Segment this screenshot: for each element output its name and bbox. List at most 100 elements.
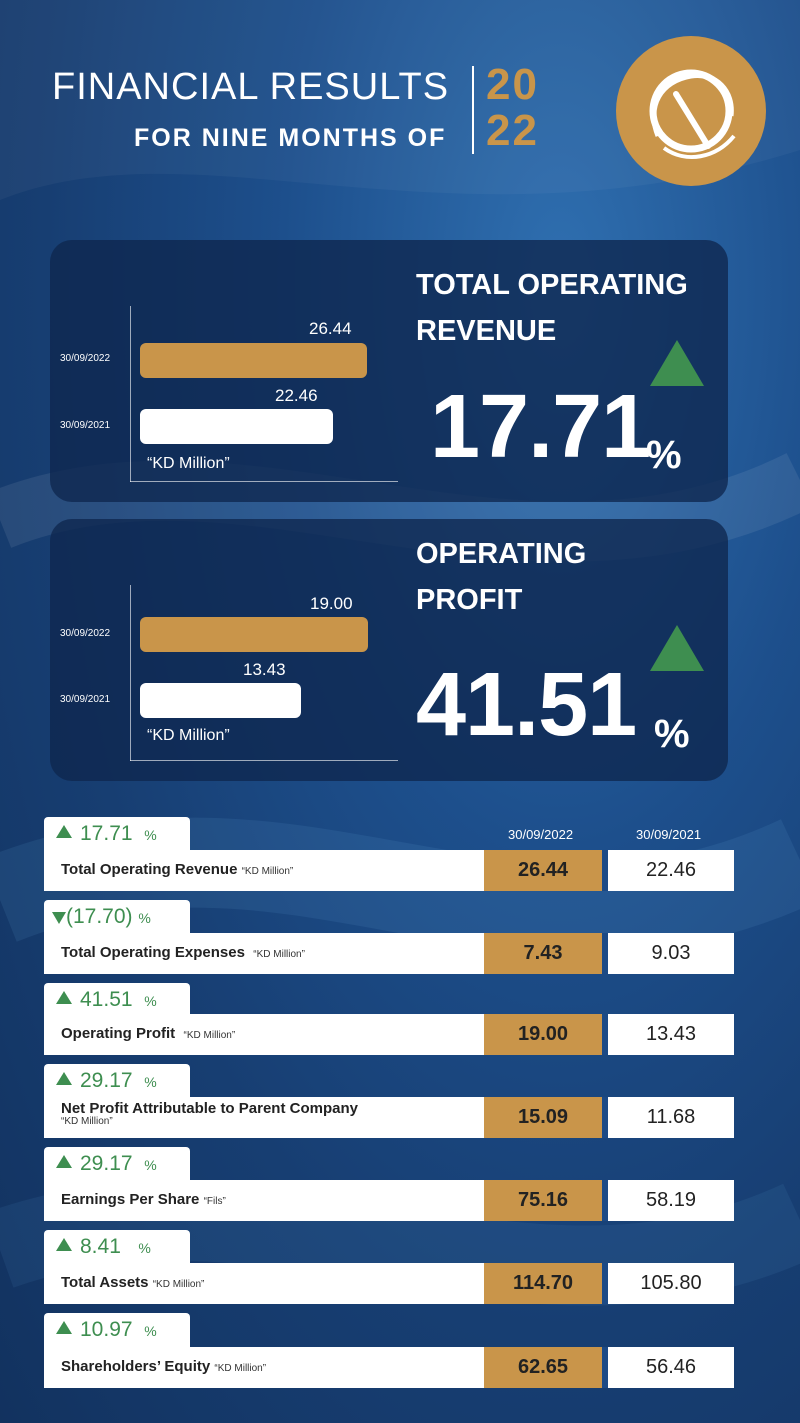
chart-y-axis [130,585,131,761]
increase-arrow-icon [650,340,704,386]
row-label: Operating Profit “KD Million” [61,1025,235,1042]
year: 20 22 [486,62,539,154]
revenue-bar-chart: 30/09/2022 26.44 30/09/2021 22.46 “KD Mi… [50,240,410,502]
row-label: Earnings Per Share “Fils” [61,1191,226,1208]
row-value-current: 15.09 [484,1097,602,1138]
chart-x-axis [130,481,398,482]
row-change: 17.71 % [56,822,157,846]
row-value-current: 26.44 [484,850,602,891]
row-change-value: 10.97 [80,1318,133,1341]
row-value-previous: 13.43 [645,1023,697,1045]
row-unit: “KD Million” [253,949,305,960]
chart-unit-label: “KD Million” [147,455,230,472]
revenue-change-value: 17.71 [430,377,651,477]
page-title: FINANCIAL RESULTS [52,66,450,108]
header-divider [472,66,474,154]
row-value-previous: 58.19 [645,1189,697,1211]
chart-x-axis [130,760,398,761]
row-label: Total Operating Expenses “KD Million” [61,944,305,961]
row-change-unit: % [144,1074,157,1090]
bar-current [140,617,368,652]
row-change: 10.97 % [56,1318,157,1342]
row-change-tab: 29.17 % [44,1064,190,1099]
increase-arrow-icon [56,1072,72,1085]
row-change-unit: % [138,1240,151,1256]
increase-arrow-icon [56,991,72,1004]
bar-date-previous: 30/09/2021 [60,694,111,705]
row-change: 29.17 % [56,1069,157,1093]
row-label-text: Total Operating Expenses [61,944,245,961]
revenue-title-line1: TOTAL OPERATING [416,269,688,301]
bar-value-previous: 22.46 [275,386,318,405]
profit-title-line2: PROFIT [416,584,523,616]
table-row: Total Operating Revenue “KD Million” 26.… [44,850,734,891]
table-row: Shareholders’ Equity “KD Million” 62.65 … [44,1347,734,1388]
decrease-arrow-icon [52,912,66,924]
increase-arrow-icon [56,1321,72,1334]
row-change-unit: % [138,910,151,926]
logo-emblem-icon [649,69,736,160]
row-change-tab: 41.51 % [44,983,190,1018]
increase-arrow-icon [650,625,704,671]
bar-value-current: 19.00 [310,594,353,613]
profit-change-unit: % [654,712,690,756]
row-label: Total Assets “KD Million” [61,1274,204,1291]
revenue-title-line2: REVENUE [416,315,557,347]
bar-previous [140,409,333,444]
row-unit: “Fils” [203,1196,226,1207]
row-change-tab: 10.97 % [44,1313,190,1348]
row-change: (17.70) % [52,905,151,929]
row-value-previous: 22.46 [645,859,697,881]
row-change-value: 17.71 [80,822,133,845]
profit-title-line1: OPERATING [416,538,587,570]
row-label-text: Net Profit Attributable to Parent Compan… [61,1100,358,1117]
chart-unit-label: “KD Million” [147,727,230,744]
row-unit: “KD Million” [152,1279,205,1290]
cell-divider [602,1097,608,1138]
revenue-change-unit: % [646,433,682,477]
row-label-text: Shareholders’ Equity [61,1358,211,1375]
row-change-unit: % [144,827,157,843]
row-change: 8.41 % [56,1235,151,1259]
row-value-previous: 56.46 [645,1356,697,1378]
column-header-previous: 30/09/2021 [636,827,702,842]
bar-current [140,343,367,378]
row-unit: “KD Million” [183,1030,236,1041]
page-subtitle: FOR NINE MONTHS OF [134,124,447,152]
year-bottom: 22 [486,106,539,155]
row-change-unit: % [144,1323,157,1339]
row-label-text: Total Assets [61,1274,149,1291]
cell-divider [602,1263,608,1304]
table-row: Operating Profit “KD Million” 19.00 13.4… [44,1014,734,1055]
row-change-value: 41.51 [80,988,133,1011]
row-label-text: Earnings Per Share [61,1191,200,1208]
row-change-tab: 29.17 % [44,1147,190,1182]
bar-previous [140,683,301,718]
row-value-current: 114.70 [484,1263,602,1304]
company-logo [616,36,766,186]
row-change: 41.51 % [56,988,157,1012]
row-value-current: 19.00 [484,1014,602,1055]
bar-date-previous: 30/09/2021 [60,420,111,431]
row-change-value: 29.17 [80,1069,133,1092]
increase-arrow-icon [56,1155,72,1168]
profit-bar-chart: 30/09/2022 19.00 30/09/2021 13.43 “KD Mi… [50,519,410,781]
row-change-value: 29.17 [80,1152,133,1175]
row-unit: “KD Million” [61,1116,113,1127]
row-label-text: Operating Profit [61,1025,176,1042]
row-unit: “KD Million” [214,1363,267,1374]
table-row: Total Operating Expenses “KD Million” 7.… [44,933,734,974]
row-label: Total Operating Revenue “KD Million” [61,861,293,878]
row-value-previous: 9.03 [651,942,691,964]
bar-value-previous: 13.43 [243,660,286,679]
row-value-previous: 11.68 [646,1106,696,1128]
row-change-unit: % [144,993,157,1009]
cell-divider [602,1014,608,1055]
row-change: 29.17 % [56,1152,157,1176]
table-row: Total Assets “KD Million” 114.70 105.80 [44,1263,734,1304]
row-label: Net Profit Attributable to Parent Compan… [61,1100,358,1127]
row-value-current: 75.16 [484,1180,602,1221]
cell-divider [602,1347,608,1388]
increase-arrow-icon [56,1238,72,1251]
row-label: Shareholders’ Equity “KD Million” [61,1358,266,1375]
